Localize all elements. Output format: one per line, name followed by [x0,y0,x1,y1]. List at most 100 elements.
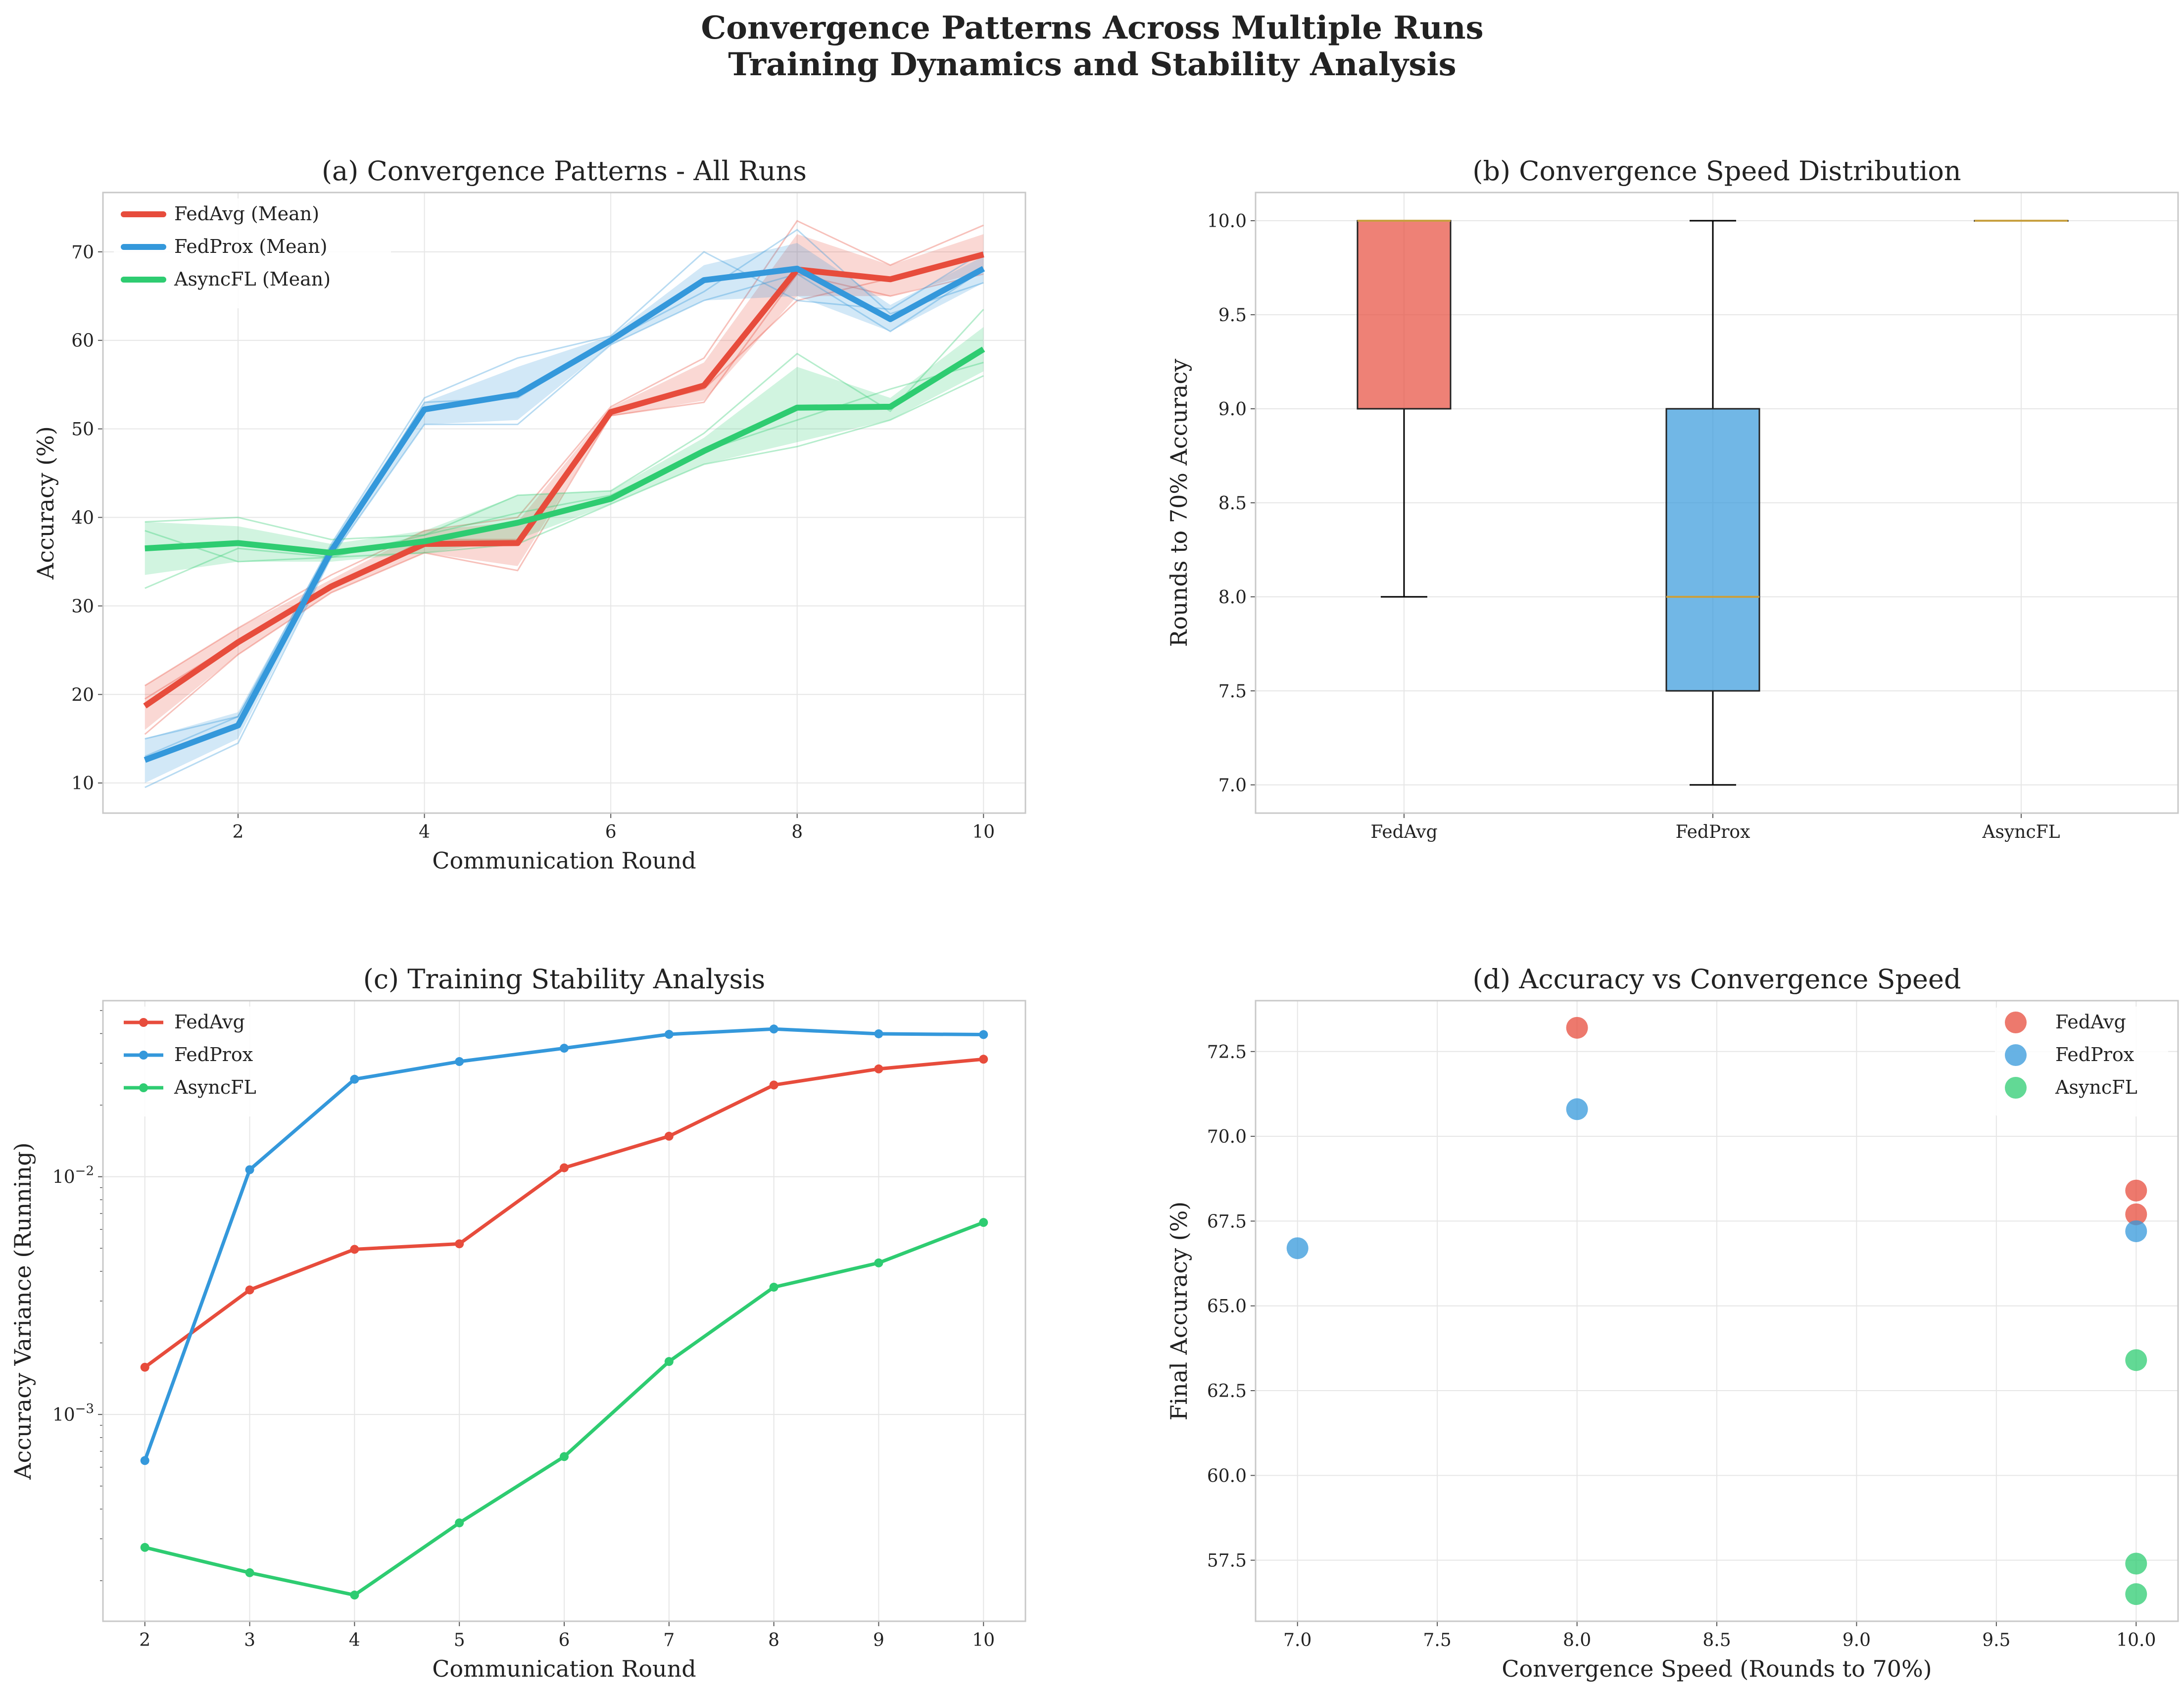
box-fedprox [1665,408,1760,692]
y-tick-label: 9.5 [1218,305,1247,326]
panel-title: (b) Convergence Speed Distribution [1472,155,1961,187]
scatter-point-asyncfl [2125,1583,2147,1605]
x-axis-label: Convergence Speed (Rounds to 70%) [1502,1655,1932,1682]
legend-swatch-marker [139,1083,148,1092]
variance-point-asyncfl [140,1543,149,1552]
scatter-point-fedavg [1566,1016,1588,1039]
x-axis-label: Communication Round [432,847,696,874]
x-tick-label: 7.0 [1283,1630,1311,1650]
panel-title: (c) Training Stability Analysis [363,964,765,995]
variance-point-fedprox [979,1030,988,1039]
figure-title-line2: Training Dynamics and Stability Analysis [728,46,1456,83]
panel-title: (d) Accuracy vs Convergence Speed [1472,964,1961,995]
run-line-fedavg [144,220,984,686]
scatter-point-fedavg [2125,1179,2147,1202]
x-tick-label: AsyncFL [1982,822,2060,842]
legend-swatch-marker [139,1051,148,1060]
y-tick-label: 10−3 [52,1402,94,1425]
variance-point-asyncfl [769,1282,778,1292]
variance-point-fedprox [455,1057,464,1066]
x-tick-label: 9.5 [1982,1630,2010,1650]
x-tick-label: 2 [233,822,244,842]
scatter-point-asyncfl [2125,1349,2147,1371]
y-tick-label: 72.5 [1207,1042,1247,1063]
legend-label: FedAvg (Mean) [174,203,319,225]
axes-frame [102,1000,1026,1622]
variance-point-fedavg [664,1131,674,1141]
y-tick-label: 8.0 [1218,587,1247,608]
scatter-point-fedprox [1566,1098,1588,1120]
variance-point-asyncfl [350,1591,359,1600]
legend-label: AsyncFL [174,1076,256,1098]
y-tick-label: 70 [71,242,94,263]
variance-point-fedprox [874,1029,883,1038]
axes-frame [102,192,1026,814]
legend-box [1995,1007,2168,1116]
x-tick-label: 5 [454,1630,465,1650]
run-line-asyncfl [145,375,984,589]
legend-label: AsyncFL [2055,1076,2137,1098]
axes-frame [1255,192,2179,814]
x-tick-label: 8 [768,1630,779,1650]
legend-swatch-marker [2005,1044,2027,1066]
variance-point-asyncfl [560,1452,569,1461]
y-tick-label: 30 [71,596,94,617]
y-tick-label-base: 10 [52,1405,75,1425]
x-tick-label: 2 [139,1630,150,1650]
legend-label: FedProx [2055,1044,2134,1065]
y-tick-label: 60 [71,331,94,351]
x-tick-label: 9 [873,1630,884,1650]
variance-point-fedavg [140,1362,149,1372]
y-tick-label: 57.5 [1207,1551,1247,1571]
panel-a-convergence-patterns: 2 4 6 8 10 10 20 30 40 50 60 70 (a) Convergence Patt… [32,155,1026,874]
y-tick-label-exponent: −3 [75,1402,94,1416]
variance-point-fedprox [769,1024,778,1034]
x-tick-label: FedAvg [1370,822,1437,842]
x-tick-label: 7.5 [1423,1630,1452,1650]
variance-point-asyncfl [455,1518,464,1528]
y-axis-label: Rounds to 70% Accuracy [1165,359,1192,647]
variance-point-asyncfl [979,1218,988,1227]
variance-point-asyncfl [245,1568,254,1577]
y-axis-label: Accuracy Variance (Running) [9,1142,36,1480]
scatter-point-fedprox [1286,1237,1309,1259]
y-tick-label: 9.0 [1218,399,1247,420]
y-tick-label-exponent: −2 [75,1164,94,1179]
panel-d-accuracy-vs-speed: 7.0 7.5 8.0 8.5 9.0 9.5 10.0 57.5 60.0 62.5 65.0 67… [1165,964,2179,1682]
x-tick-label: 6 [559,1630,570,1650]
x-tick-label: 6 [605,822,617,842]
run-line-fedprox [145,269,984,788]
run-line-asyncfl [145,309,984,540]
x-tick-label: 10 [972,822,995,842]
std-band-asyncfl [145,327,984,575]
variance-point-fedprox [140,1456,149,1465]
y-tick-label: 8.5 [1218,493,1247,514]
x-tick-label: 8.0 [1563,1630,1591,1650]
variance-point-fedavg [350,1245,359,1254]
y-tick-label: 60.0 [1207,1466,1247,1486]
y-tick-label: 10−2 [52,1164,94,1188]
legend-label: FedAvg [174,1011,245,1033]
y-tick-label: 7.0 [1218,775,1247,796]
y-tick-label: 10.0 [1207,211,1247,232]
x-tick-label: 8.5 [1702,1630,1731,1650]
x-tick-label: FedProx [1676,822,1750,842]
x-tick-label: 4 [419,822,430,842]
mean-line-fedavg [143,251,984,709]
x-tick-label: 9.0 [1843,1630,1871,1650]
scatter-point-asyncfl [2125,1552,2147,1575]
variance-point-fedavg [874,1064,883,1073]
variance-point-asyncfl [664,1357,674,1366]
legend-label: AsyncFL (Mean) [174,268,331,290]
y-tick-label: 67.5 [1207,1211,1247,1232]
y-tick-label: 70.0 [1207,1127,1247,1147]
legend-swatch-marker [2005,1012,2027,1033]
mean-line-fedprox [144,265,985,763]
run-line-fedavg [144,273,984,735]
panel-title: (a) Convergence Patterns - All Runs [322,155,807,187]
box-fedavg [1357,220,1452,410]
y-tick-label: 50 [71,420,94,440]
y-tick-label: 65.0 [1207,1297,1247,1317]
